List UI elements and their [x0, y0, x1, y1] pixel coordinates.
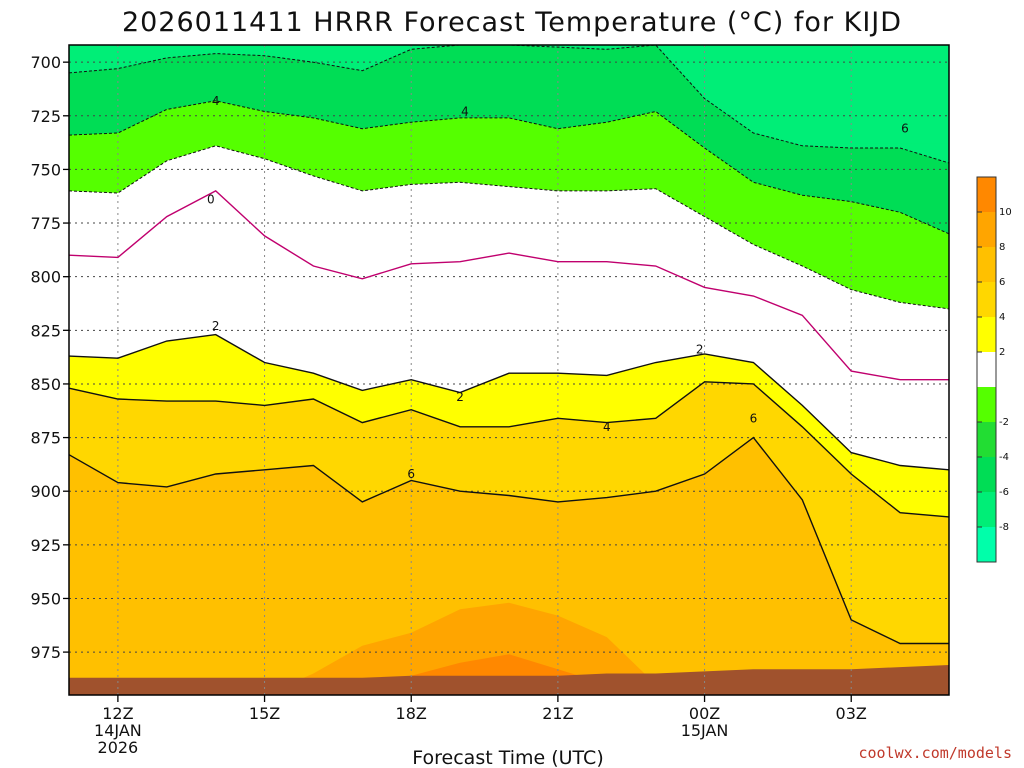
contour-label: 4	[461, 105, 469, 119]
contour-label: 6	[750, 411, 758, 425]
y-tick-label: 850	[30, 375, 61, 394]
contour-line-2	[68, 333, 950, 471]
y-axis: 700 725 750 775 800 825 850 875 900 925 950 975	[30, 53, 69, 662]
contour-labels: 6 4 4 0 2 2 2 4 6 6	[207, 94, 909, 481]
colorbar-swatch	[977, 282, 996, 318]
colorbar-label: 8	[999, 242, 1005, 253]
x-tick-label: 03Z	[836, 704, 867, 723]
contour-label: 4	[603, 420, 611, 434]
plot-area	[69, 45, 949, 696]
y-tick-label: 950	[30, 589, 61, 608]
y-tick-label: 975	[30, 643, 61, 662]
colorbar-swatch	[977, 247, 996, 283]
colorbar-label: -4	[999, 452, 1009, 463]
plot-frame	[68, 44, 950, 696]
contour-label: 2	[696, 343, 704, 357]
contour-line--2	[68, 145, 950, 310]
colorbar-label: -8	[999, 522, 1009, 533]
colorbar: 10 8 6 4 2 -2 -4 -6 -8	[976, 176, 1012, 563]
x-tick-label: 15Z	[249, 704, 280, 723]
x-tick-date: 14JAN	[94, 721, 142, 740]
colorbar-swatch	[977, 177, 996, 213]
y-tick-label: 750	[30, 160, 61, 179]
y-tick-label: 875	[30, 429, 61, 448]
band-8_to_10	[69, 602, 949, 695]
contour-label: 6	[407, 467, 415, 481]
colorbar-label: 2	[999, 347, 1005, 358]
x-tick-year: 2026	[98, 738, 139, 757]
colorbar-frame	[976, 176, 997, 563]
y-tick-label: 800	[30, 268, 61, 287]
credit-text: coolwx.com/models	[858, 744, 1012, 762]
colorbar-swatch	[977, 212, 996, 248]
contour-label: 2	[212, 319, 220, 333]
colorbar-label: 4	[999, 312, 1005, 323]
y-tick-label: 900	[30, 482, 61, 501]
x-tick-label: 21Z	[542, 704, 573, 723]
contour-label: 2	[456, 390, 464, 404]
contour-label: 6	[901, 122, 909, 136]
band-ge_10	[69, 654, 949, 695]
colorbar-swatch	[977, 492, 996, 528]
colorbar-label: 10	[999, 207, 1012, 218]
colorbar-swatch	[977, 422, 996, 458]
colorbar-label: -2	[999, 417, 1009, 428]
colorbar-label: 6	[999, 277, 1005, 288]
contour-line-6	[68, 436, 949, 645]
contour-line-0	[68, 190, 949, 381]
y-tick-label: 700	[30, 53, 61, 72]
x-tick-label: 00Z	[689, 704, 720, 723]
ground-terrain	[69, 665, 949, 695]
contour-label: 0	[207, 192, 215, 206]
band-6_to_8	[69, 437, 949, 695]
y-tick-label: 925	[30, 536, 61, 555]
colorbar-label: -6	[999, 487, 1009, 498]
y-tick-label: 775	[30, 214, 61, 233]
contour-line--4	[68, 100, 950, 235]
x-tick-label: 18Z	[396, 704, 427, 723]
colorbar-swatch	[977, 317, 996, 353]
contour-line-4	[68, 381, 950, 518]
y-tick-label: 725	[30, 107, 61, 126]
contour-label: 4	[212, 94, 220, 108]
chart-title: 2026011411 HRRR Forecast Temperature (°C…	[122, 7, 902, 38]
colorbar-swatch	[977, 352, 996, 388]
x-tick-date: 15JAN	[681, 721, 729, 740]
x-tick-label: 12Z	[102, 704, 133, 723]
colorbar-swatch	[977, 527, 996, 563]
colorbar-swatch	[977, 457, 996, 493]
colorbar-swatch	[977, 387, 996, 423]
x-axis-label: Forecast Time (UTC)	[412, 747, 603, 768]
y-tick-label: 825	[30, 321, 61, 340]
gridlines	[69, 45, 949, 695]
